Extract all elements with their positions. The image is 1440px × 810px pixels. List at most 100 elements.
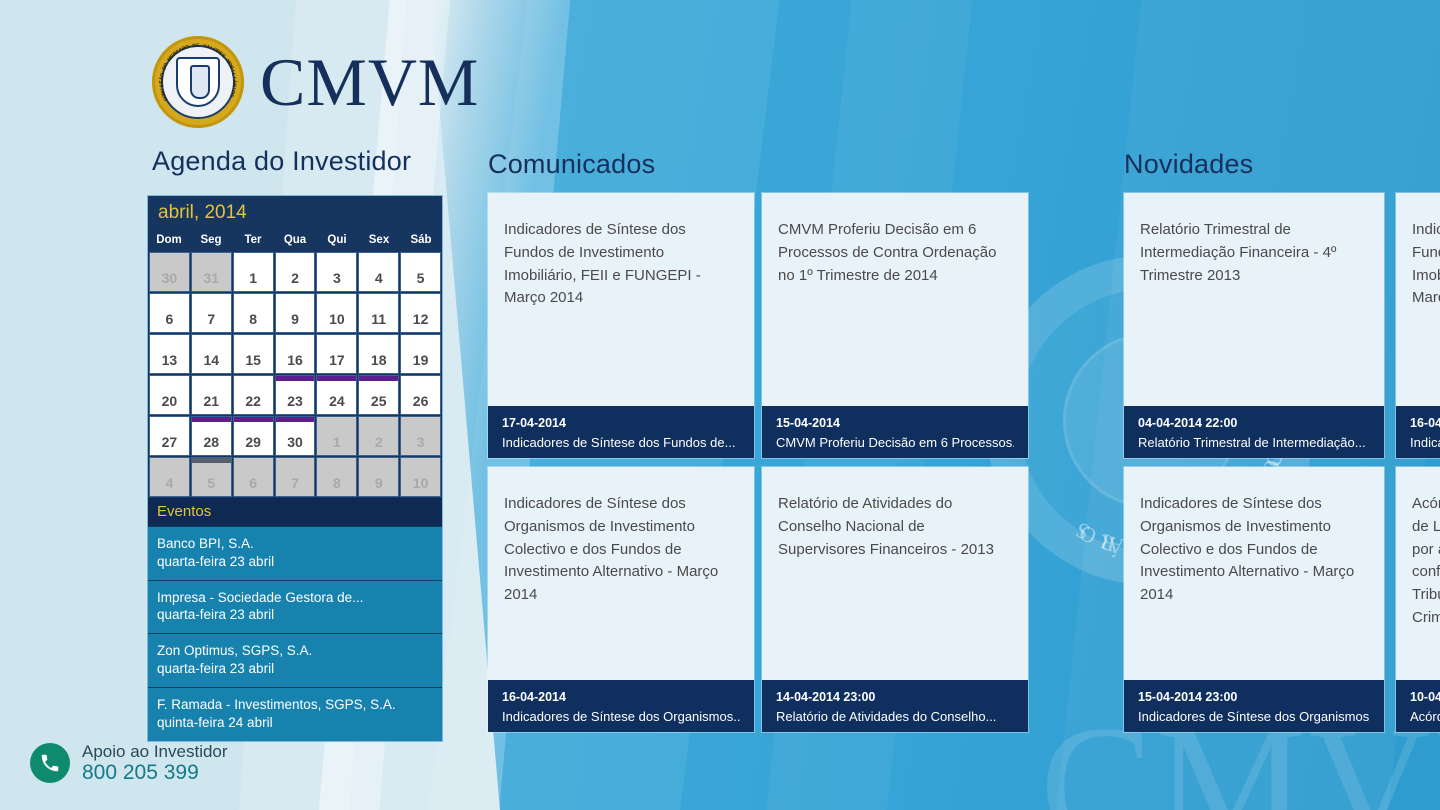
calendar-day-cell[interactable]: 28 xyxy=(190,416,232,456)
calendar-day-number: 9 xyxy=(374,475,383,491)
calendar-day-cell[interactable]: 4 xyxy=(358,252,400,292)
event-item[interactable]: Banco BPI, S.A. quarta-feira 23 abril xyxy=(148,526,442,580)
novidades-tile[interactable]: Indicadores de Síntese dos Organismos de… xyxy=(1124,467,1384,732)
comunicados-tile[interactable]: CMVM Proferiu Decisão em 6 Processos de … xyxy=(762,193,1028,458)
calendar-day-cell[interactable]: 5 xyxy=(400,252,441,292)
calendar-day-highlight xyxy=(191,458,231,463)
comunicados-tile[interactable]: Relatório de Atividades do Conselho Naci… xyxy=(762,467,1028,732)
calendar-day-number: 27 xyxy=(161,434,178,450)
novidades-tile[interactable]: Acórdão do Tribunal da Relação de Lisboa… xyxy=(1396,467,1440,732)
calendar-day-cell[interactable]: 3 xyxy=(316,252,358,292)
calendar-weekday-4: Qui xyxy=(327,234,347,246)
event-date: quarta-feira 23 abril xyxy=(157,607,275,623)
calendar-day-cell[interactable]: 24 xyxy=(316,375,358,415)
calendar-day-cell[interactable]: 26 xyxy=(400,375,441,415)
calendar-day-cell[interactable]: 10 xyxy=(400,457,441,497)
calendar-day-cell[interactable]: 19 xyxy=(400,334,441,374)
calendar-day-grid[interactable]: 30 31 1 2 3 4 5 6 7 8 9 10 11 12 13 14 15 16 17 18 19 20 21 22 2… xyxy=(148,252,442,498)
calendar-day-cell[interactable]: 7 xyxy=(274,457,316,497)
tile-date: 17-04-2014 xyxy=(502,416,566,430)
calendar-day-number: 19 xyxy=(412,352,429,368)
tile-footer: 16-04-2014 Indicadores de Síntese dos Org… xyxy=(488,680,754,732)
calendar-day-cell[interactable]: 13 xyxy=(149,334,190,374)
calendar-day-cell[interactable]: 10 xyxy=(316,293,358,333)
calendar-day-number: 8 xyxy=(332,475,341,491)
comunicados-tile[interactable]: Indicadores de Síntese dos Fundos de Inv… xyxy=(488,193,754,458)
calendar-day-number: 17 xyxy=(329,352,345,368)
calendar-day-cell[interactable]: 25 xyxy=(358,375,400,415)
tile-subtitle: Acórdão do Tribunal da Relação de... xyxy=(1410,709,1440,724)
calendar-day-cell[interactable]: 15 xyxy=(232,334,274,374)
calendar-day-cell[interactable]: 17 xyxy=(316,334,358,374)
calendar-day-cell[interactable]: 21 xyxy=(190,375,232,415)
calendar-day-cell[interactable]: 23 xyxy=(274,375,316,415)
calendar-day-cell[interactable]: 8 xyxy=(316,457,358,497)
support-label: Apoio ao Investidor xyxy=(82,742,228,761)
tile-headline: Indicadores de Síntese dos Fundos de Inv… xyxy=(1412,221,1440,307)
calendar-day-cell[interactable]: 7 xyxy=(190,293,232,333)
comunicados-tile[interactable]: Indicadores de Síntese dos Organismos de… xyxy=(488,467,754,732)
calendar-day-cell[interactable]: 30 xyxy=(149,252,190,292)
calendar-day-number: 12 xyxy=(412,311,429,327)
calendar-day-cell[interactable]: 18 xyxy=(358,334,400,374)
calendar-day-cell[interactable]: 11 xyxy=(358,293,400,333)
calendar-day-cell[interactable]: 9 xyxy=(358,457,400,497)
calendar-day-cell[interactable]: 31 xyxy=(190,252,232,292)
tile-subtitle: Relatório Trimestral de Intermediação... xyxy=(1138,435,1366,450)
event-title: Banco BPI, S.A. xyxy=(157,536,254,551)
tile-footer: 17-04-2014 Indicadores de Síntese dos Fun… xyxy=(488,406,754,458)
tile-date: 15-04-2014 23:00 xyxy=(1138,690,1238,704)
event-date: quarta-feira 23 abril xyxy=(157,553,275,569)
calendar-day-number: 15 xyxy=(245,352,261,368)
calendar-month-label: abril, 2014 xyxy=(148,196,442,231)
event-item[interactable]: F. Ramada - Investimentos, SGPS, S.A. qui… xyxy=(148,686,442,741)
calendar-day-number: 4 xyxy=(165,475,174,491)
calendar-day-cell[interactable]: 12 xyxy=(400,293,441,333)
calendar-day-cell[interactable]: 16 xyxy=(274,334,316,374)
calendar-day-cell[interactable]: 29 xyxy=(232,416,274,456)
tile-headline: Indicadores de Síntese dos Organismos de… xyxy=(1140,495,1355,604)
calendar-day-number: 24 xyxy=(329,393,345,409)
tile-date: 14-04-2014 23:00 xyxy=(776,690,876,704)
event-item[interactable]: Impresa - Sociedade Gestora de... quarta-… xyxy=(148,579,442,634)
calendar-day-cell[interactable]: 5 xyxy=(190,457,232,497)
event-item[interactable]: Zon Optimus, SGPS, S.A. quarta-feira 23 a… xyxy=(148,633,442,687)
calendar-day-number: 8 xyxy=(249,311,258,327)
calendar-day-number: 11 xyxy=(371,311,387,327)
calendar-day-cell[interactable]: 22 xyxy=(232,375,274,415)
calendar-day-cell[interactable]: 14 xyxy=(190,334,232,374)
calendar-day-number: 18 xyxy=(370,352,387,368)
tile-subtitle: Indicadores de Síntese dos Fundos de... xyxy=(502,435,736,450)
column-title-comunicados: Comunicados xyxy=(488,149,656,179)
events-list[interactable]: Banco BPI, S.A. quarta-feira 23 abril Impr… xyxy=(148,526,442,741)
calendar-day-cell[interactable]: 2 xyxy=(274,252,316,292)
calendar-day-cell[interactable]: 27 xyxy=(149,416,190,456)
novidades-tile[interactable]: Relatório Trimestral de Intermediação Fi… xyxy=(1124,193,1384,458)
tile-footer: 04-04-2014 22:00 Relatório Trimestral de … xyxy=(1124,406,1384,458)
calendar-day-cell[interactable]: 3 xyxy=(400,416,441,456)
calendar-weekday-1: Seg xyxy=(200,234,222,246)
calendar-day-cell[interactable]: 1 xyxy=(232,252,274,292)
column-title-agenda: Agenda do Investidor xyxy=(152,146,412,176)
calendar-day-cell[interactable]: 4 xyxy=(149,457,190,497)
calendar-weekday-6: Sáb xyxy=(410,234,432,246)
calendar-day-number: 14 xyxy=(203,352,220,368)
calendar-day-cell[interactable]: 1 xyxy=(316,416,358,456)
calendar-day-number: 9 xyxy=(291,311,299,327)
calendar-day-cell[interactable]: 6 xyxy=(149,293,190,333)
calendar-day-cell[interactable]: 6 xyxy=(232,457,274,497)
calendar-day-cell[interactable]: 8 xyxy=(232,293,274,333)
calendar-day-cell[interactable]: 30 xyxy=(274,416,316,456)
tile-headline: Indicadores de Síntese dos Organismos de… xyxy=(504,495,719,604)
investor-support[interactable]: Apoio ao Investidor 800 205 399 xyxy=(30,742,228,785)
calendar-weekday-3: Qua xyxy=(283,234,307,246)
calendar-day-cell[interactable]: 9 xyxy=(274,293,316,333)
calendar-day-cell[interactable]: 20 xyxy=(149,375,190,415)
calendar-weekday-0: Dom xyxy=(156,234,182,246)
investor-calendar[interactable]: abril, 2014 Dom Seg Ter Qua Qui Sex Sáb 30 31 1 2… xyxy=(147,195,443,742)
calendar-day-cell[interactable]: 2 xyxy=(358,416,400,456)
novidades-tile[interactable]: Indicadores de Síntese dos Fundos de Inv… xyxy=(1396,193,1440,458)
